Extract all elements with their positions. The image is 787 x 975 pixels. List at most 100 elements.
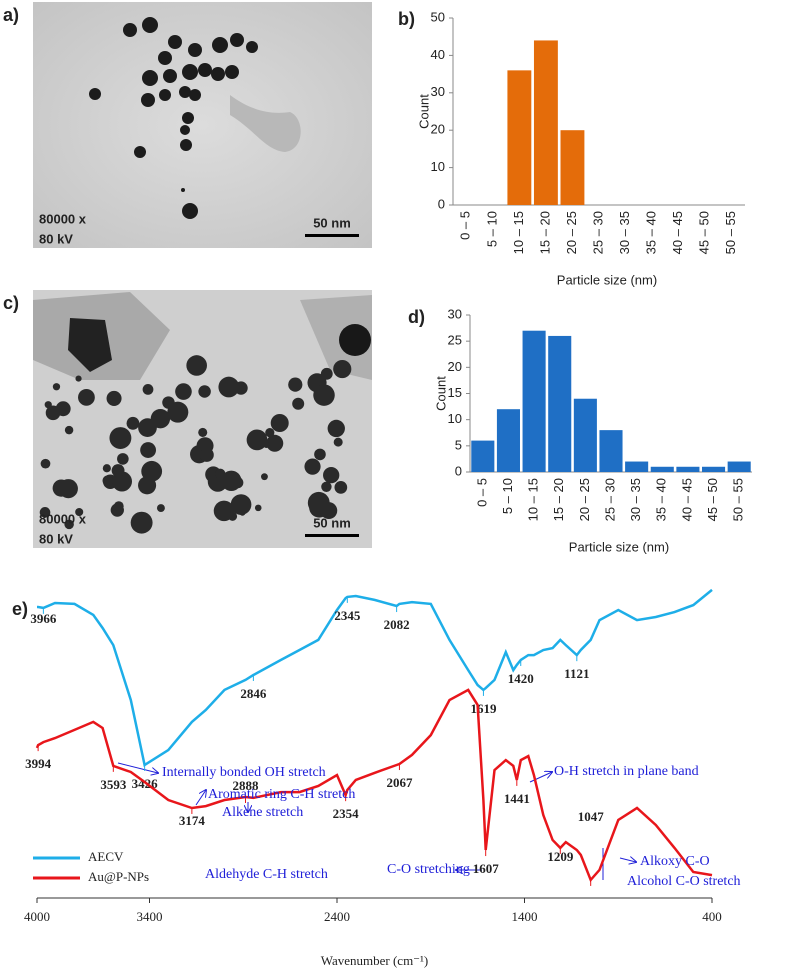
x-tick-label: 25 – 30 bbox=[590, 211, 605, 254]
bar bbox=[507, 70, 532, 205]
y-axis-label: Count bbox=[416, 94, 431, 129]
particle bbox=[64, 519, 74, 530]
particle bbox=[102, 464, 111, 473]
bar bbox=[625, 461, 649, 472]
annotation: Internally bonded OH stretch bbox=[162, 765, 326, 780]
x-tick-label: 40 – 45 bbox=[679, 478, 694, 521]
x-axis-label: Particle size (nm) bbox=[569, 539, 669, 554]
particle bbox=[140, 442, 157, 458]
x-tick-label: 10 – 15 bbox=[511, 211, 526, 254]
particle bbox=[225, 65, 239, 79]
bar bbox=[522, 330, 546, 472]
particle bbox=[339, 324, 371, 356]
particle bbox=[156, 504, 165, 513]
magnification: 80000 x bbox=[39, 211, 87, 226]
x-tick-label: 2400 bbox=[324, 909, 350, 924]
y-tick-label: 25 bbox=[448, 333, 462, 348]
particle bbox=[186, 355, 207, 376]
particle bbox=[39, 507, 51, 518]
scale-bar bbox=[305, 534, 359, 537]
peak-label: 1209 bbox=[547, 849, 574, 864]
bar bbox=[496, 409, 520, 472]
particle bbox=[261, 473, 268, 481]
x-tick-label: 0 – 5 bbox=[474, 478, 489, 507]
particle bbox=[45, 405, 61, 421]
x-tick-label: 30 – 35 bbox=[628, 478, 643, 521]
particle bbox=[130, 511, 153, 534]
annotation: Aldehyde C-H stretch bbox=[205, 867, 328, 882]
peak-label: 2846 bbox=[240, 686, 267, 701]
peak-label: 3593 bbox=[100, 777, 127, 792]
particle bbox=[304, 458, 321, 475]
panel-label: b) bbox=[398, 9, 415, 29]
peak-label: 2354 bbox=[333, 806, 360, 821]
bar bbox=[650, 466, 674, 472]
y-axis-label: Count bbox=[433, 376, 448, 411]
x-tick-label: 35 – 40 bbox=[644, 211, 659, 254]
y-tick-label: 20 bbox=[431, 122, 445, 137]
particle bbox=[246, 41, 258, 53]
x-tick-label: 5 – 10 bbox=[484, 211, 499, 247]
particle bbox=[142, 70, 158, 86]
particle bbox=[182, 203, 198, 219]
y-tick-label: 30 bbox=[431, 84, 445, 99]
peak-label: 1441 bbox=[504, 791, 530, 806]
bar bbox=[599, 430, 623, 472]
particle bbox=[211, 67, 225, 81]
particle bbox=[246, 429, 268, 451]
particle bbox=[142, 384, 154, 395]
peak-label: 2345 bbox=[334, 608, 361, 623]
peak-label: 1121 bbox=[564, 666, 589, 681]
particle bbox=[189, 89, 201, 101]
magnification: 80000 x bbox=[39, 511, 87, 526]
peak-label: 3994 bbox=[25, 756, 52, 771]
annotation-arrows bbox=[117, 762, 636, 880]
particle bbox=[138, 418, 157, 437]
particle bbox=[142, 17, 158, 33]
particle bbox=[327, 419, 345, 438]
panel-label: d) bbox=[408, 307, 425, 327]
particle bbox=[198, 63, 212, 77]
y-tick-label: 5 bbox=[455, 437, 462, 452]
particle bbox=[254, 504, 262, 512]
y-tick-label: 0 bbox=[438, 196, 445, 211]
bar bbox=[533, 40, 558, 205]
x-tick-label: 5 – 10 bbox=[500, 478, 515, 514]
x-tick-label: 4000 bbox=[24, 909, 50, 924]
blob bbox=[300, 295, 372, 380]
particle bbox=[126, 416, 140, 430]
y-tick-label: 0 bbox=[455, 463, 462, 478]
particle bbox=[221, 470, 242, 492]
spectrum-line bbox=[35, 688, 713, 883]
annotation: Alkene stretch bbox=[222, 805, 303, 820]
annotation: C-O stretching bbox=[387, 862, 470, 877]
annotation: Aromatic ring C-H stretch bbox=[208, 787, 355, 802]
bar bbox=[573, 398, 597, 472]
y-tick-label: 10 bbox=[431, 159, 445, 174]
peak-label: 1607 bbox=[473, 861, 500, 876]
x-tick-label: 45 – 50 bbox=[697, 211, 712, 254]
particle bbox=[198, 385, 211, 398]
particle bbox=[141, 93, 155, 107]
particle bbox=[333, 359, 352, 379]
y-tick-label: 40 bbox=[431, 47, 445, 62]
x-tick-label: 15 – 20 bbox=[537, 211, 552, 254]
x-tick-label: 3400 bbox=[137, 909, 163, 924]
x-axis-label: Particle size (nm) bbox=[557, 272, 657, 287]
tem-image bbox=[33, 2, 372, 248]
voltage: 80 kV bbox=[39, 531, 73, 546]
particle bbox=[334, 481, 348, 494]
x-tick-label: 0 – 5 bbox=[458, 211, 473, 240]
bar bbox=[548, 335, 572, 472]
particle bbox=[292, 397, 305, 410]
particle bbox=[162, 396, 175, 409]
particle bbox=[123, 23, 137, 37]
y-tick-label: 10 bbox=[448, 411, 462, 426]
particle bbox=[198, 427, 208, 437]
particle bbox=[321, 481, 332, 492]
particle bbox=[180, 139, 192, 151]
particle bbox=[323, 467, 340, 484]
x-axis-label: Wavenumber (cm⁻¹) bbox=[321, 953, 429, 968]
